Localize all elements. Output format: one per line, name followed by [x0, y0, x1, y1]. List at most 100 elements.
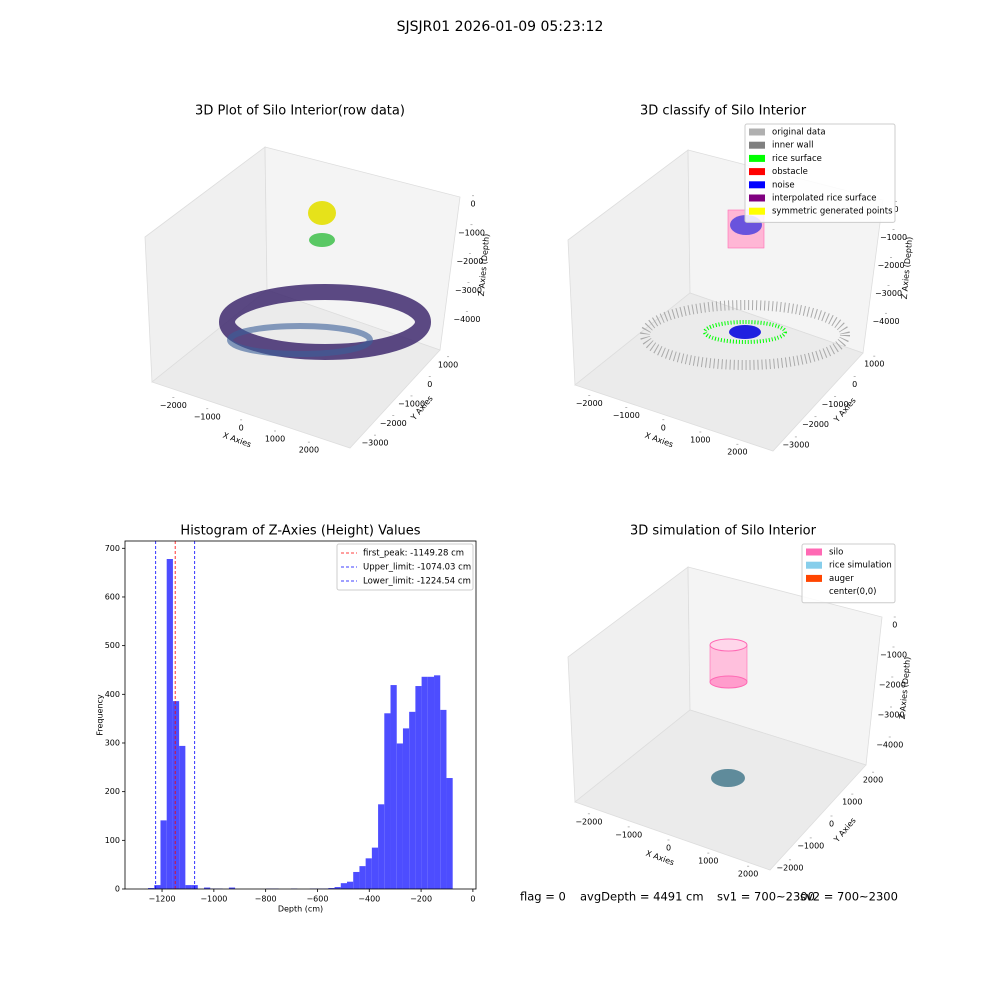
- bar: [390, 685, 397, 889]
- x-tick-label: −200: [410, 895, 432, 904]
- y-tick-label: 0: [115, 885, 120, 894]
- y-tick-label: −1000: [398, 399, 425, 408]
- panel-title: 3D classify of Silo Interior: [640, 104, 807, 119]
- z-tick-label: −1000: [880, 233, 907, 242]
- x-tick-label: −1000: [200, 895, 227, 904]
- x-tick-label: −1000: [613, 411, 640, 420]
- bar: [359, 866, 366, 889]
- legend-swatch: [749, 128, 765, 136]
- legend-swatch: [749, 154, 765, 162]
- x-tick-label: 2000: [738, 870, 758, 879]
- y-tick-label: 300: [105, 738, 120, 747]
- x-tick-label: 2000: [299, 446, 319, 455]
- cylinder-top: [709, 638, 748, 652]
- x-tick-label: −1000: [615, 830, 642, 839]
- legend-swatch: [806, 561, 822, 569]
- legend-swatch: [806, 588, 822, 596]
- y-tick-label: 1000: [438, 360, 458, 369]
- x-tick-label: 0: [470, 895, 475, 904]
- z-tick-label: −4000: [453, 315, 480, 324]
- y-tick-label: 600: [105, 592, 120, 601]
- y-tick-label: 200: [105, 787, 120, 796]
- z-tick-label: −4000: [876, 741, 903, 750]
- x-tick-label: −1000: [194, 412, 221, 421]
- bar: [334, 887, 341, 889]
- x-tick-label: −2000: [160, 401, 187, 410]
- x-tick-label: 1000: [265, 435, 285, 444]
- legend-label: Upper_limit: -1074.03 cm: [363, 563, 471, 573]
- y-tick-label: 400: [105, 690, 120, 699]
- legend-label: silo: [829, 548, 843, 558]
- bar: [228, 887, 236, 889]
- z-tick-label: −2000: [877, 261, 904, 270]
- y-tick-label: 2000: [863, 776, 883, 785]
- legend-label: inner wall: [772, 141, 813, 151]
- z-tick-label: −1000: [458, 228, 485, 237]
- z-tick-label: −2000: [456, 257, 483, 266]
- cloud-blob: [308, 201, 336, 225]
- bar: [154, 885, 161, 889]
- legend-label: interpolated rice surface: [772, 194, 877, 204]
- legend-box: [801, 543, 896, 604]
- z-tick-label: −2000: [879, 681, 906, 690]
- bar: [204, 887, 211, 889]
- y-tick-label: 0: [852, 380, 857, 389]
- x-tick-label: −1200: [149, 895, 176, 904]
- y-tick-label: −1000: [822, 400, 849, 409]
- legend-swatch: [749, 194, 765, 202]
- bar: [421, 676, 428, 889]
- bar: [328, 888, 335, 889]
- z-tick-label: −4000: [872, 317, 899, 326]
- figure-title: SJSJR01 2026-01-09 05:23:12: [397, 19, 604, 35]
- panel-title: Histogram of Z-Axies (Height) Values: [180, 524, 420, 539]
- y-tick-label: −2000: [776, 863, 803, 872]
- footer-sv1: sv1 = 700~2300: [717, 890, 815, 904]
- y-tick-label: −2000: [802, 420, 829, 429]
- z-tick-label: 0: [470, 199, 475, 208]
- bar: [160, 820, 167, 889]
- legend-label: first_peak: -1149.28 cm: [363, 549, 464, 559]
- bar: [340, 883, 347, 889]
- legend-label: symmetric generated points: [772, 207, 893, 217]
- pane: [574, 709, 867, 871]
- bar: [371, 847, 379, 889]
- bar: [384, 713, 391, 889]
- legend-label: center(0,0): [829, 587, 877, 597]
- cloud-edge: [227, 323, 373, 357]
- legend-swatch: [749, 141, 765, 149]
- legend-label: original data: [772, 128, 826, 138]
- legend-box: [744, 123, 896, 223]
- y-tick-label: 1000: [864, 360, 884, 369]
- legend-label: Lower_limit: -1224.54 cm: [363, 577, 471, 587]
- cloud-blob: [309, 233, 335, 247]
- x-tick-label: 1000: [690, 436, 710, 445]
- bar: [172, 701, 180, 889]
- x-tick-label: −2000: [575, 817, 602, 826]
- bar: [409, 711, 416, 889]
- z-tick-label: 0: [892, 621, 897, 630]
- y-tick-label: 100: [105, 836, 120, 845]
- x-tick-label: −800: [255, 895, 277, 904]
- panel-title: 3D Plot of Silo Interior(row data): [195, 104, 405, 119]
- bar: [415, 686, 422, 889]
- bar: [427, 676, 435, 889]
- z-tick-label: −1000: [880, 651, 907, 660]
- y-tick-label: −3000: [782, 440, 809, 449]
- footer-sv2: sv2 = 700~2300: [800, 890, 898, 904]
- legend-swatch: [749, 168, 765, 176]
- x-tick-label: 0: [666, 844, 671, 853]
- y-tick-label: −2000: [380, 419, 407, 428]
- x-tick-label: −600: [306, 895, 328, 904]
- plot-frame: [124, 540, 477, 890]
- z-tick-label: −3000: [877, 711, 904, 720]
- cylinder-bottom: [709, 675, 748, 689]
- bar: [365, 858, 372, 889]
- rice-disc: [711, 769, 745, 787]
- x-tick-label: 0: [239, 423, 244, 432]
- y-tick-label: 0: [829, 820, 834, 829]
- bar: [185, 885, 192, 889]
- bar: [446, 778, 453, 889]
- footer-avg: avgDepth = 4491 cm: [580, 890, 704, 904]
- bar: [440, 709, 447, 889]
